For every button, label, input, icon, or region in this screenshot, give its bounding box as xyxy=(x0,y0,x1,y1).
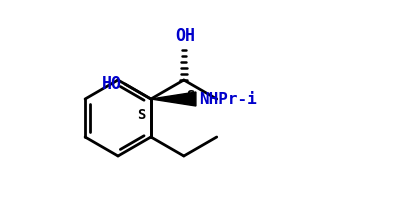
Text: OH: OH xyxy=(175,27,195,45)
Text: S: S xyxy=(137,108,145,122)
Text: S: S xyxy=(186,89,194,103)
Text: NHPr-i: NHPr-i xyxy=(199,92,257,106)
Polygon shape xyxy=(151,92,196,106)
Text: HO: HO xyxy=(102,75,122,93)
